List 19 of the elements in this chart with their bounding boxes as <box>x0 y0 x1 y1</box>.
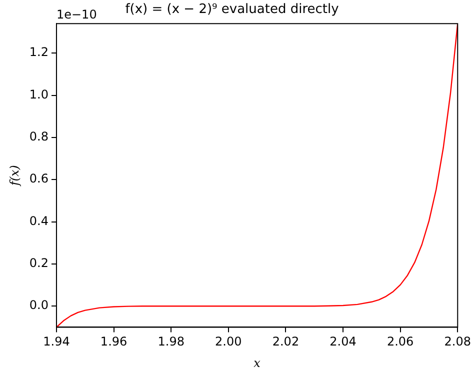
y-tick-label: 0.2 <box>29 256 48 270</box>
x-tick-label: 2.02 <box>272 334 300 349</box>
x-tick-label: 2.06 <box>386 334 414 349</box>
text: 1e−10 <box>56 8 97 22</box>
x-tick-label: 1.96 <box>100 334 128 349</box>
x-tick-label: 2.04 <box>330 334 356 349</box>
x-tick-label: 1.98 <box>158 334 184 349</box>
y-tick-label: 0.8 <box>29 130 48 144</box>
y-tick-label: 0.4 <box>29 214 48 228</box>
y-tick-label: 0.0 <box>29 298 48 312</box>
x-tick-label: 1.94 <box>43 334 70 349</box>
x-axis-title: x <box>254 356 261 370</box>
x-tick-label: 2.08 <box>444 334 471 349</box>
chart-title: f(x) = (x − 2)⁹ evaluated directly <box>125 2 340 18</box>
y-tick-label: 1.2 <box>29 45 48 60</box>
y-axis-title: f(x) <box>7 164 22 187</box>
x-tick-label: 2.00 <box>215 334 242 349</box>
y-tick-label: 1.0 <box>29 87 48 102</box>
y-tick-label: 0.6 <box>29 172 48 186</box>
